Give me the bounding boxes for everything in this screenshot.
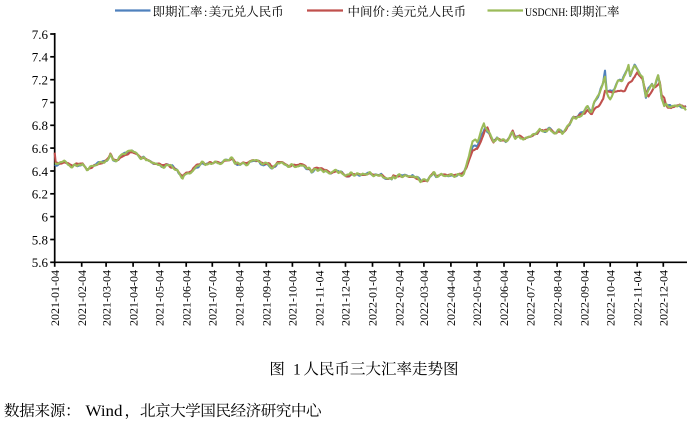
svg-text:2021-06-04: 2021-06-04 <box>179 270 193 326</box>
svg-text:2022-09-04: 2022-09-04 <box>577 270 591 326</box>
svg-text:6.4: 6.4 <box>32 164 49 179</box>
svg-text:2022-07-04: 2022-07-04 <box>523 270 537 326</box>
svg-text:2022-06-04: 2022-06-04 <box>497 270 511 326</box>
svg-text:2022-04-04: 2022-04-04 <box>444 270 458 326</box>
svg-text:6.8: 6.8 <box>32 118 48 133</box>
svg-text:2021-03-04: 2021-03-04 <box>99 270 113 326</box>
svg-text:2021-05-04: 2021-05-04 <box>152 270 166 326</box>
svg-text:2021-07-04: 2021-07-04 <box>206 270 220 326</box>
svg-text:2021-08-04: 2021-08-04 <box>233 270 247 326</box>
svg-text:2021-11-04: 2021-11-04 <box>313 270 327 326</box>
svg-text:2022-11-04: 2022-11-04 <box>630 270 644 326</box>
svg-text:2022-02-04: 2022-02-04 <box>393 270 407 326</box>
svg-text:Wind: Wind <box>86 403 123 420</box>
svg-text:2021-12-04: 2021-12-04 <box>339 270 353 326</box>
svg-text::: : <box>204 5 207 19</box>
svg-text::: : <box>386 5 389 19</box>
svg-text:2022-12-04: 2022-12-04 <box>657 270 671 326</box>
svg-text:2022-01-04: 2022-01-04 <box>366 270 380 326</box>
svg-text:5.6: 5.6 <box>32 255 49 270</box>
svg-text:2022-08-04: 2022-08-04 <box>550 270 564 326</box>
svg-text:5.8: 5.8 <box>32 232 48 247</box>
svg-text:2021-09-04: 2021-09-04 <box>260 270 274 326</box>
svg-text:7: 7 <box>42 95 49 110</box>
svg-text:2022-10-04: 2022-10-04 <box>603 270 617 326</box>
svg-text:6: 6 <box>42 209 49 224</box>
svg-text:2021-02-04: 2021-02-04 <box>75 270 89 326</box>
svg-text:2021-10-04: 2021-10-04 <box>286 270 300 326</box>
svg-text:6.2: 6.2 <box>32 187 48 202</box>
svg-text:7.4: 7.4 <box>32 50 49 65</box>
svg-text:2021-04-04: 2021-04-04 <box>126 270 140 326</box>
svg-text:2022-05-04: 2022-05-04 <box>470 270 484 326</box>
svg-text:2022-03-04: 2022-03-04 <box>417 270 431 326</box>
svg-text:USDCNH:: USDCNH: <box>525 7 568 19</box>
svg-text:7.6: 7.6 <box>32 27 49 42</box>
svg-text:2021-01-04: 2021-01-04 <box>48 270 62 326</box>
svg-text:7.2: 7.2 <box>32 73 48 88</box>
svg-text:1: 1 <box>293 361 301 378</box>
svg-text:6.6: 6.6 <box>32 141 49 156</box>
